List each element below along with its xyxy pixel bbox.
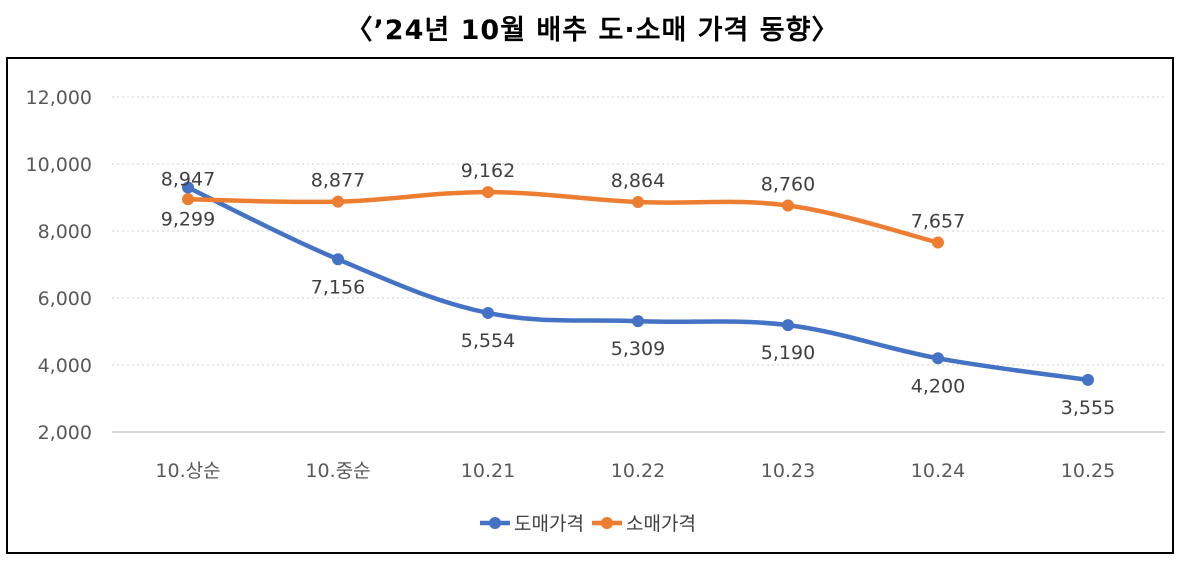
data-label: 9,162 bbox=[461, 160, 515, 182]
data-point bbox=[332, 253, 344, 266]
x-tick-label: 10.21 bbox=[461, 460, 515, 482]
x-tick-label: 10.25 bbox=[1061, 460, 1115, 482]
data-point bbox=[482, 186, 494, 199]
legend-label: 도매가격 bbox=[514, 513, 584, 535]
y-tick-label: 8,000 bbox=[38, 221, 92, 243]
x-tick-label: 10.상순 bbox=[155, 460, 220, 482]
y-tick-label: 2,000 bbox=[38, 422, 92, 444]
data-label: 4,200 bbox=[911, 375, 965, 397]
data-point bbox=[782, 199, 794, 212]
data-point bbox=[932, 236, 944, 249]
data-label: 8,760 bbox=[761, 174, 815, 196]
data-label: 5,554 bbox=[461, 330, 515, 352]
x-tick-label: 10.23 bbox=[761, 460, 815, 482]
data-point bbox=[632, 315, 644, 328]
series-line-retail bbox=[185, 189, 941, 245]
chart-title: 〈’24년 10월 배추 도·소매 가격 동향〉 bbox=[345, 15, 840, 46]
data-label: 5,309 bbox=[611, 338, 665, 360]
chart-frame bbox=[6, 57, 1174, 554]
legend-marker bbox=[489, 517, 501, 529]
legend-marker bbox=[601, 517, 613, 529]
data-point bbox=[932, 352, 944, 365]
data-label: 7,156 bbox=[311, 276, 365, 298]
data-label: 8,877 bbox=[311, 170, 365, 192]
y-tick-label: 4,000 bbox=[38, 355, 92, 377]
data-point bbox=[782, 319, 794, 332]
x-tick-label: 10.22 bbox=[611, 460, 665, 482]
data-point bbox=[1082, 373, 1094, 386]
x-tick-label: 10.24 bbox=[911, 460, 965, 482]
data-label: 9,299 bbox=[161, 208, 215, 230]
data-point bbox=[182, 181, 194, 194]
data-label: 8,947 bbox=[161, 168, 215, 190]
data-point bbox=[632, 196, 644, 209]
legend-label: 소매가격 bbox=[626, 513, 696, 535]
data-point bbox=[182, 193, 194, 206]
data-point bbox=[482, 306, 494, 319]
y-tick-label: 6,000 bbox=[38, 288, 92, 310]
data-label: 5,190 bbox=[761, 342, 815, 364]
x-tick-label: 10.중순 bbox=[305, 460, 370, 482]
data-label: 7,657 bbox=[911, 210, 965, 232]
y-tick-label: 10,000 bbox=[26, 154, 92, 176]
data-label: 3,555 bbox=[1061, 397, 1115, 419]
y-tick-label: 12,000 bbox=[26, 87, 92, 109]
data-label: 8,864 bbox=[611, 170, 665, 192]
data-point bbox=[332, 195, 344, 208]
